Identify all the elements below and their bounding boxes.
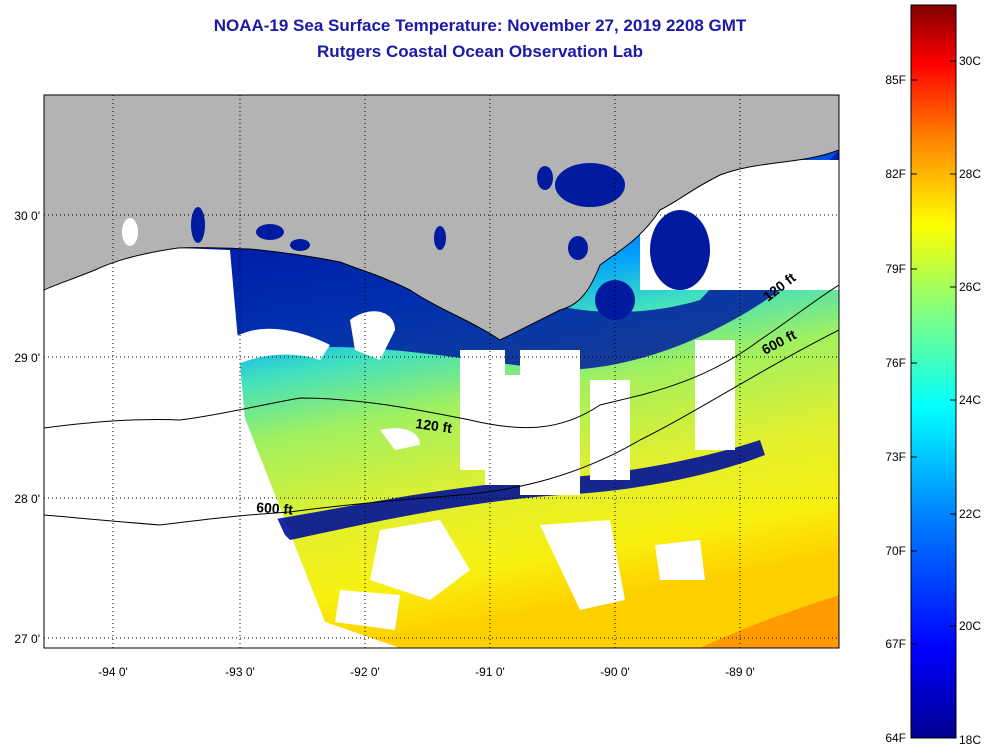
colorbar-f-label: 73F [885,450,906,464]
lat-label: 28 0' [14,492,40,506]
isobath-label: 120 ft [415,415,454,436]
nearshore-cold [178,150,839,370]
isobath-600ft [44,329,839,526]
map-subtitle: Rutgers Coastal Ocean Observation Lab [317,42,643,61]
graticule [44,95,839,648]
colorbar-f-label: 67F [885,637,906,651]
colorbar-c-label: 20C [959,619,981,633]
colorbar-f-label: 82F [885,167,906,181]
lon-label: -91 0' [475,665,505,679]
isobath-label: 600 ft [256,499,294,518]
isobath-120ft [44,284,839,429]
lat-label: 29 0' [14,351,40,365]
warm-patch [700,595,839,648]
colorbar-c-label: 22C [959,507,981,521]
coastline [44,149,839,341]
lon-label: -90 0' [600,665,630,679]
lat-label: 30 0' [14,209,40,223]
colorbar-c-label: 28C [959,167,981,181]
map-title: NOAA-19 Sea Surface Temperature: Novembe… [213,16,747,35]
cloud-mask [44,160,839,648]
colorbar-c-label: 24C [959,393,981,407]
colorbar-f-label: 64F [885,731,906,745]
lon-label: -93 0' [225,665,255,679]
lon-label: -89 0' [725,665,755,679]
colorbar-f-label: 70F [885,544,906,558]
colorbar-f-label: 76F [885,356,906,370]
coastal-water [191,163,710,320]
lon-label: -94 0' [98,665,128,679]
colorbar-f-label: 79F [885,262,906,276]
colorbar-c-label: 26C [959,280,981,294]
lon-label: -92 0' [350,665,380,679]
lake-white [122,218,138,246]
land-area [44,95,839,340]
colorbar [910,4,957,739]
colorbar-f-label: 85F [885,73,906,87]
colorbar-c-label: 30C [959,54,981,68]
lat-label: 27 0' [14,632,40,646]
cold-band [270,440,765,540]
colorbar-c-label: 18C [959,733,981,747]
map-frame [43,94,840,649]
